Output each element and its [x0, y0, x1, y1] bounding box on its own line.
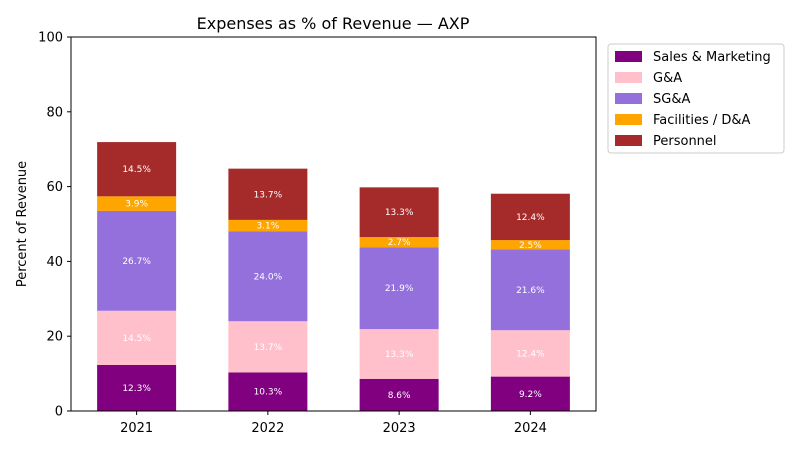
y-tick-label: 20	[46, 330, 63, 345]
bar-value-label: 9.2%	[519, 390, 542, 400]
bar-segment-sales-marketing-2021	[97, 365, 177, 411]
bar-value-label: 12.4%	[516, 213, 545, 223]
x-tick-label: 2021	[120, 421, 153, 436]
bar-value-label: 2.5%	[519, 241, 542, 251]
bar-segment-sg-a-2022	[228, 231, 308, 322]
bar-value-label: 3.1%	[256, 222, 279, 232]
y-tick-label: 60	[46, 180, 63, 195]
bar-value-label: 24.0%	[254, 272, 283, 282]
legend	[607, 43, 785, 154]
bar-segment-sales-marketing-2023	[359, 378, 439, 411]
bar-value-label: 13.3%	[385, 350, 414, 360]
bar-value-label: 13.7%	[254, 343, 283, 353]
bar-segment-g-a-2021	[97, 310, 177, 365]
bar-segment-personnel-2022	[228, 168, 308, 220]
y-tick-label: 0	[55, 405, 63, 420]
bar-segment-facilities-d-a-2022	[228, 219, 308, 232]
bar-value-label: 8.6%	[388, 391, 411, 401]
legend-label: Personnel	[653, 134, 717, 149]
bar-value-label: 14.5%	[122, 334, 151, 344]
bar-value-label: 13.7%	[254, 190, 283, 200]
legend-swatch	[615, 51, 642, 62]
legend-label: Facilities / D&A	[653, 113, 751, 128]
bar-value-label: 26.7%	[122, 257, 151, 267]
bar-value-label: 12.4%	[516, 349, 545, 359]
x-tick-label: 2024	[514, 421, 547, 436]
bar-segment-sg-a-2024	[490, 249, 570, 331]
bar-value-label: 3.9%	[125, 200, 148, 210]
bar-value-label: 21.6%	[516, 286, 545, 296]
bar-segment-g-a-2024	[490, 330, 570, 377]
bar-value-label: 14.5%	[122, 165, 151, 175]
bar-segment-facilities-d-a-2021	[97, 196, 177, 211]
bar-segment-sg-a-2023	[359, 247, 439, 330]
bar-segment-g-a-2022	[228, 321, 308, 373]
bar-value-label: 12.3%	[122, 384, 151, 394]
bar-value-label: 21.9%	[385, 284, 414, 294]
legend-label: SG&A	[653, 92, 690, 107]
legend-label: G&A	[653, 71, 682, 86]
bar-value-label: 10.3%	[254, 388, 283, 398]
bar-segment-g-a-2023	[359, 329, 439, 379]
chart-title: Expenses as % of Revenue — AXP	[197, 14, 470, 33]
bar-value-label: 2.7%	[388, 238, 411, 248]
bar-segment-sales-marketing-2022	[228, 372, 308, 411]
bar-segment-personnel-2024	[490, 193, 570, 241]
x-tick-label: 2022	[251, 421, 284, 436]
x-tick-label: 2023	[383, 421, 416, 436]
bar-segment-sg-a-2021	[97, 210, 177, 311]
bar-segment-personnel-2023	[359, 187, 439, 238]
legend-swatch	[615, 93, 642, 104]
plot-frame	[70, 36, 597, 412]
legend-swatch	[615, 135, 642, 146]
bar-segment-facilities-d-a-2024	[490, 240, 570, 250]
bar-segment-personnel-2021	[97, 142, 177, 197]
bar-segment-sales-marketing-2024	[490, 376, 570, 411]
bar-value-label: 13.3%	[385, 208, 414, 218]
bar-segment-facilities-d-a-2023	[359, 237, 439, 248]
y-axis-label: Percent of Revenue	[15, 161, 30, 287]
y-tick-label: 80	[46, 105, 63, 120]
legend-swatch	[615, 114, 642, 125]
y-tick-label: 40	[46, 255, 63, 270]
legend-label: Sales & Marketing	[653, 50, 771, 65]
legend-swatch	[615, 72, 642, 83]
y-tick-label: 100	[38, 31, 63, 46]
